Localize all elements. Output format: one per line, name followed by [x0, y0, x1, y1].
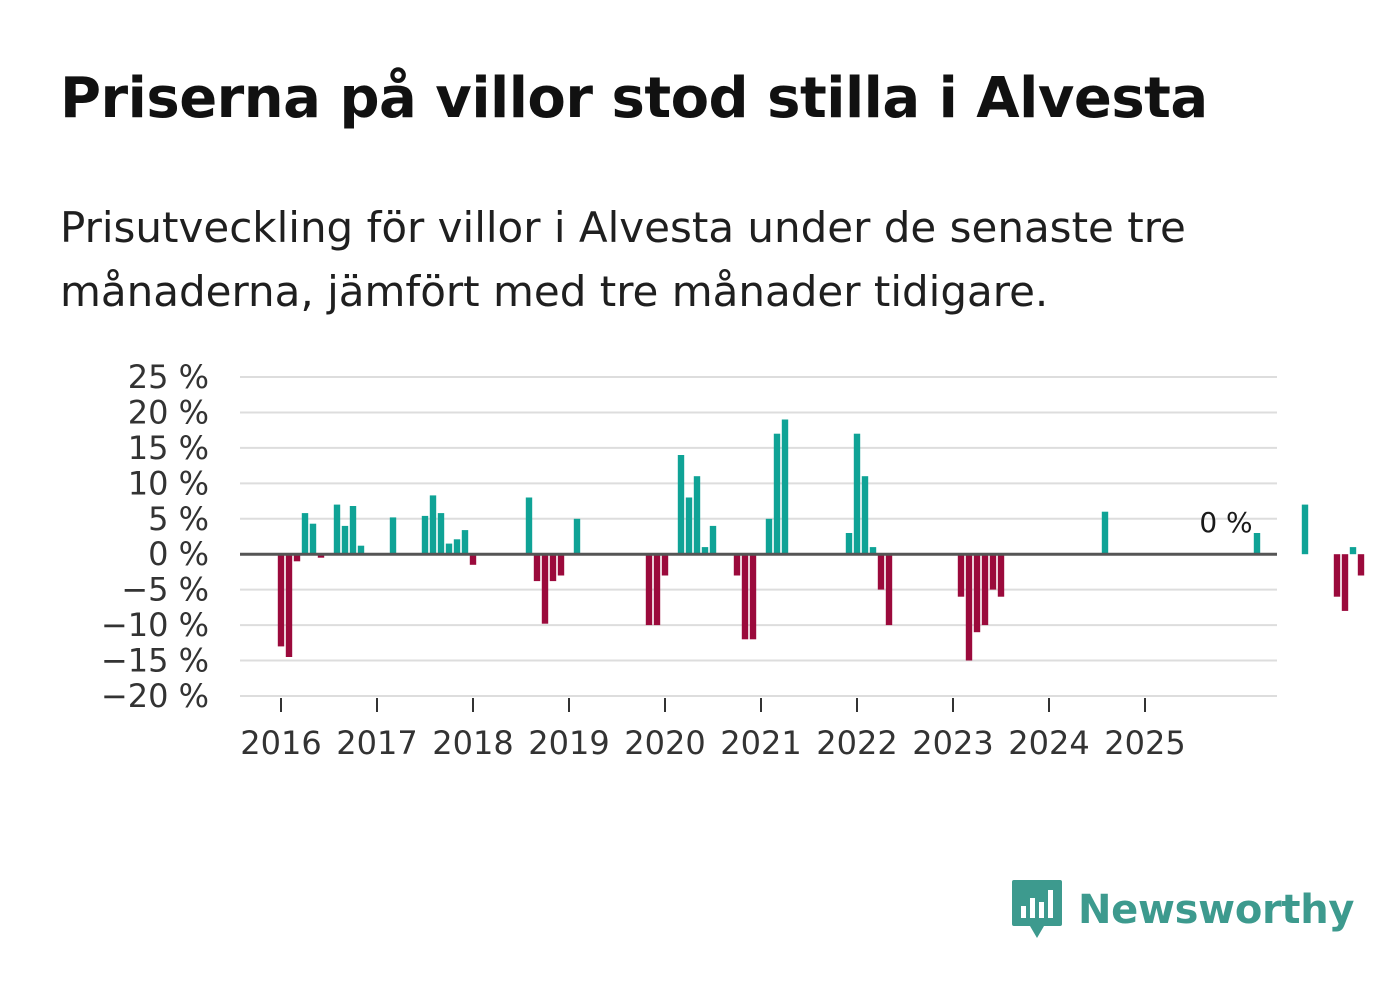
bar	[525, 497, 533, 555]
bar	[1357, 554, 1365, 576]
bar	[277, 554, 285, 647]
bar	[709, 525, 717, 555]
bar	[869, 547, 877, 555]
bar	[749, 554, 757, 640]
y-tick-label: 25 %	[128, 358, 209, 396]
bar	[469, 554, 477, 565]
y-tick-label: 15 %	[128, 429, 209, 467]
bar	[453, 539, 461, 555]
chart-subtitle: Prisutveckling för villor i Alvesta unde…	[60, 203, 1186, 316]
bar	[685, 497, 693, 555]
bar	[773, 433, 781, 555]
newsworthy-logo: Newsworthy	[1010, 878, 1355, 942]
x-axis: 2016 2017 2018 2019 2020 2021 2022 2023 2024 2025	[240, 698, 1186, 762]
bar	[741, 554, 749, 640]
x-tick-label: 2017	[336, 724, 417, 762]
bar	[997, 554, 1005, 597]
bar	[293, 554, 301, 562]
bar	[309, 523, 317, 555]
bar	[885, 554, 893, 626]
bar	[557, 554, 565, 576]
bar	[317, 554, 325, 558]
x-tick-label: 2022	[816, 724, 897, 762]
bar	[1349, 547, 1357, 555]
bar	[677, 455, 685, 555]
y-tick-label: −5 %	[121, 571, 209, 609]
bar	[693, 476, 701, 555]
bar	[957, 554, 965, 597]
x-tick-label: 2021	[720, 724, 801, 762]
bar	[845, 533, 853, 555]
y-tick-label: −20 %	[101, 677, 209, 715]
bar	[645, 554, 653, 626]
bar	[541, 554, 549, 624]
bar	[861, 476, 869, 555]
y-tick-label: −15 %	[101, 642, 209, 680]
bar	[533, 554, 541, 582]
y-tick-label: −10 %	[101, 606, 209, 644]
bar	[357, 545, 365, 555]
bar	[877, 554, 885, 590]
last-value-annotation: 0 %	[1199, 506, 1252, 539]
bar	[349, 506, 357, 555]
x-tick-label: 2025	[1104, 724, 1185, 762]
y-tick-label: 5 %	[148, 500, 209, 538]
bar	[389, 517, 397, 555]
bar	[341, 525, 349, 555]
bar	[765, 518, 773, 555]
bar	[301, 513, 309, 555]
bar	[981, 554, 989, 626]
x-tick-label: 2018	[432, 724, 513, 762]
bar	[781, 419, 789, 555]
x-tick-label: 2019	[528, 724, 609, 762]
brand-name: Newsworthy	[1078, 887, 1355, 933]
x-tick-label: 2024	[1008, 724, 1089, 762]
bar	[445, 543, 453, 555]
bar	[965, 554, 973, 661]
x-tick-label: 2020	[624, 724, 705, 762]
bar	[1101, 511, 1109, 555]
bar	[573, 518, 581, 555]
bar	[333, 504, 341, 555]
bar	[1253, 533, 1261, 555]
y-tick-label: 20 %	[128, 393, 209, 431]
bars-layer	[277, 419, 1365, 661]
y-tick-label: 0 %	[148, 535, 209, 573]
bar	[701, 547, 709, 555]
y-tick-label: 10 %	[128, 464, 209, 502]
bar	[661, 554, 669, 576]
x-tick-label: 2023	[912, 724, 993, 762]
bar	[989, 554, 997, 590]
bar	[733, 554, 741, 576]
chart-title: Priserna på villor stod stilla i Alvesta	[60, 66, 1208, 131]
bar	[853, 433, 861, 555]
bar	[1333, 554, 1341, 597]
bar	[549, 554, 557, 582]
bar	[285, 554, 293, 657]
bar	[421, 515, 429, 555]
bar	[973, 554, 981, 633]
bar	[1341, 554, 1349, 611]
bar	[1301, 504, 1309, 555]
bar	[461, 530, 469, 555]
x-tick-label: 2016	[240, 724, 321, 762]
y-axis: 25 %20 %15 %10 %5 %0 %−5 %−10 %−15 %−20 …	[101, 358, 209, 715]
bar	[653, 554, 661, 626]
bar	[429, 495, 437, 555]
newsworthy-logo-icon	[1012, 880, 1062, 938]
bar	[437, 513, 445, 555]
